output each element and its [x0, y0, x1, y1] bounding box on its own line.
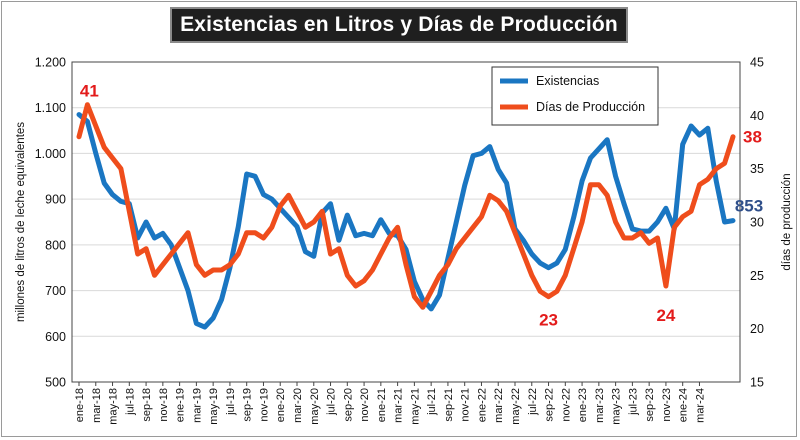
x-tick-label: sep-21: [443, 388, 455, 422]
x-tick-label: may-19: [208, 388, 220, 425]
legend: Existencias Días de Producción: [491, 66, 659, 126]
x-tick-label: nov-21: [460, 388, 472, 422]
x-tick-label: jul-18: [124, 388, 136, 416]
y-tick-right-label: 30: [750, 216, 764, 230]
x-tick-label: sep-20: [342, 388, 354, 422]
y-tick-right-label: 35: [750, 162, 764, 176]
x-tick-label: may-21: [409, 388, 421, 425]
x-tick-label: nov-22: [560, 388, 572, 422]
x-tick-label: jul-21: [426, 388, 438, 416]
y-axis-left-label: millones de litros de leche equivalentes: [15, 122, 27, 322]
x-tick-label: sep-22: [544, 388, 556, 422]
x-tick-label: nov-20: [359, 388, 371, 422]
x-tick-label: jul-19: [225, 388, 237, 416]
gridlines: [72, 107, 740, 337]
x-axis: ene-18 mar-18 may-18 jul-18 sep-18 nov-18 ene-…: [74, 382, 706, 425]
x-tick-label: nov-23: [661, 388, 673, 422]
x-tick-label: mar-22: [493, 388, 505, 423]
y-axis-right-label: días de producción: [781, 173, 793, 270]
annotations: 41 23 24 38 853: [80, 82, 763, 330]
x-tick-label: may-23: [611, 388, 623, 425]
y-axis-right: 15 20 25 30 35 40 45: [750, 56, 764, 390]
x-tick-label: jul-20: [326, 388, 338, 416]
x-tick-label: mar-19: [191, 388, 203, 423]
x-tick-label: ene-21: [376, 388, 388, 422]
y-tick-right-label: 25: [750, 269, 764, 283]
y-axis-left: 500 600 700 800 900 1.000 1.100 1.200: [35, 56, 66, 390]
x-tick-label: mar-21: [393, 388, 405, 423]
x-tick-label: ene-18: [74, 388, 86, 422]
x-tick-label: nov-19: [258, 388, 270, 422]
x-tick-label: sep-18: [141, 388, 153, 422]
x-tick-label: ene-19: [175, 388, 187, 422]
x-tick-label: may-18: [108, 388, 120, 425]
y-tick-left-label: 900: [45, 193, 66, 207]
y-tick-right-label: 45: [750, 56, 764, 70]
y-tick-left-label: 1.100: [35, 101, 66, 115]
annotation-label: 24: [656, 306, 675, 325]
annotation-label: 38: [743, 128, 762, 147]
x-tick-label: mar-20: [292, 388, 304, 423]
series-lines: [76, 102, 736, 330]
legend-label-dias-produccion: Días de Producción: [536, 100, 645, 114]
y-tick-left-label: 1.000: [35, 147, 66, 161]
series-line-dias-produccion: [76, 102, 736, 310]
y-tick-left-label: 700: [45, 284, 66, 298]
x-tick-label: mar-18: [91, 388, 103, 423]
series-line-existencias: [76, 112, 736, 330]
x-tick-label: jul-22: [527, 388, 539, 416]
y-tick-left-label: 500: [45, 376, 66, 390]
x-tick-label: may-22: [510, 388, 522, 425]
x-tick-label: nov-18: [158, 388, 170, 422]
y-tick-right-label: 20: [750, 322, 764, 336]
y-tick-right-label: 40: [750, 109, 764, 123]
x-tick-label: mar-23: [594, 388, 606, 423]
legend-label-existencias: Existencias: [536, 74, 599, 88]
x-tick-label: ene-24: [678, 388, 690, 422]
x-tick-label: jul-23: [627, 388, 639, 416]
x-tick-label: ene-22: [476, 388, 488, 422]
y-tick-left-label: 600: [45, 330, 66, 344]
y-tick-left-label: 800: [45, 238, 66, 252]
annotation-label: 853: [735, 197, 763, 216]
annotation-label: 41: [80, 82, 99, 101]
x-tick-label: sep-19: [242, 388, 254, 422]
x-tick-label: ene-20: [275, 388, 287, 422]
y-tick-right-label: 15: [750, 376, 764, 390]
x-tick-label: sep-23: [644, 388, 656, 422]
x-tick-label: may-20: [309, 388, 321, 425]
plot-area: [71, 61, 741, 383]
chart-title: Existencias en Litros y Días de Producci…: [170, 7, 628, 43]
annotation-label: 23: [539, 311, 558, 330]
x-tick-label: mar-24: [694, 388, 706, 423]
y-tick-left-label: 1.200: [35, 56, 66, 70]
x-tick-label: ene-23: [577, 388, 589, 422]
